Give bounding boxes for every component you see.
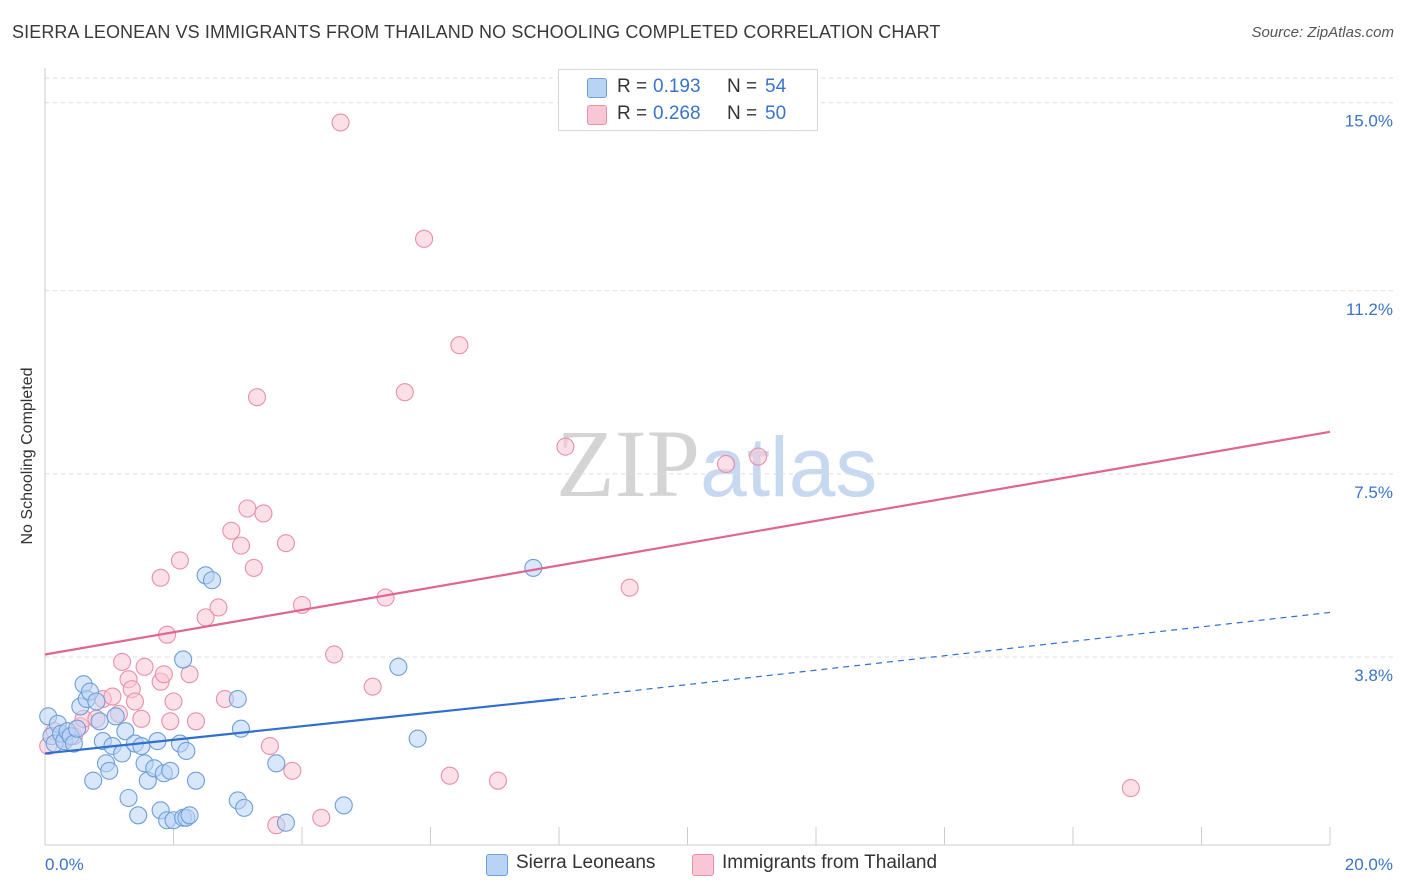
point-thailand [151,568,170,587]
point-sierra-leonean [228,689,247,709]
point-thailand [260,736,279,756]
source-label: Source: ZipAtlas.com [1251,24,1394,41]
y-tick-label: 15.0% [1345,112,1393,131]
point-thailand [247,388,267,407]
legend-row-sierra-leoneans: R = 0.193 N = 54 [559,73,817,100]
legend-r-value: 0.193 [653,76,701,97]
point-sierra-leonean [100,761,119,780]
point-sierra-leonean [174,650,193,669]
bottom-legend-label: Sierra Leoneans [516,852,656,873]
point-sierra-leonean [235,798,254,817]
y-tick-label: 11.2% [1346,300,1393,319]
point-sierra-leonean [87,692,106,711]
legend-n-label: N = [727,76,758,97]
trend-line-sierra-leoneans [44,697,560,755]
point-thailand [132,709,151,728]
bottom-legend-swatch-blue [486,854,508,876]
correlation-legend: R = 0.193 N = 54 R = 0.268 N = 50 [558,69,818,131]
legend-swatch-pink [587,105,607,125]
point-thailand [113,652,132,671]
point-sierra-leonean [84,771,103,790]
legend-swatch-blue [587,78,607,98]
point-sierra-leonean [389,657,408,676]
point-sierra-leonean [186,771,206,790]
bottom-legend-swatch-pink [692,854,714,876]
point-sierra-leonean [177,741,196,761]
point-sierra-leonean [408,729,427,748]
point-thailand [231,536,251,555]
trend-line-thailand [44,430,1331,656]
point-thailand [161,712,180,731]
point-thailand [154,665,173,684]
point-sierra-leonean [180,806,199,825]
watermark-zip: ZIP [556,410,700,517]
point-thailand [276,534,295,553]
point-thailand [716,454,736,474]
point-thailand [254,504,273,523]
point-sierra-leonean [68,719,87,738]
y-tick-label: 3.8% [1354,666,1393,685]
point-thailand [331,113,350,132]
point-sierra-leonean [116,722,135,741]
legend-n-label: N = [727,103,758,124]
point-thailand [450,336,469,355]
point-sierra-leonean [132,736,151,756]
point-sierra-leonean [203,571,222,590]
legend-n-value: 54 [765,76,787,97]
point-thailand [103,687,122,706]
point-thailand [125,692,144,711]
point-sierra-leonean [161,761,180,780]
point-sierra-leonean [119,788,138,808]
legend-n-value: 50 [765,103,787,124]
point-thailand [488,771,508,790]
point-sierra-leonean [334,796,353,815]
point-sierra-leonean [106,707,125,726]
point-thailand [312,808,331,827]
legend-row-thailand: R = 0.268 N = 50 [559,100,817,127]
point-thailand [244,558,263,577]
point-thailand [222,521,241,540]
point-thailand [620,578,639,597]
point-thailand [164,692,183,711]
x-tick-label: 20.0% [1345,855,1393,874]
point-thailand [209,598,228,617]
point-thailand [363,677,382,696]
point-thailand [1121,779,1140,798]
bottom-legend-label: Immigrants from Thailand [722,852,938,873]
point-sierra-leonean [231,719,251,738]
point-thailand [186,712,206,731]
point-thailand [556,437,575,456]
point-thailand [415,229,434,248]
point-sierra-leonean [129,806,148,825]
point-sierra-leonean [276,813,295,832]
y-axis-title: No Schooling Completed [19,367,36,545]
point-thailand [325,645,344,664]
point-sierra-leonean [267,754,286,773]
point-thailand [283,761,302,780]
chart-title: SIERRA LEONEAN VS IMMIGRANTS FROM THAILA… [12,22,941,42]
x-tick-label: 0.0% [45,855,84,874]
point-thailand [135,657,154,676]
point-thailand [395,383,414,402]
legend-r-value: 0.268 [653,103,701,124]
point-sierra-leonean [90,712,109,731]
legend-r-label: R = [617,103,648,124]
point-thailand [749,447,768,466]
legend-r-label: R = [617,76,648,97]
trend-line-sierra-leoneans-extension [558,611,1331,700]
point-thailand [238,499,257,518]
watermark: ZIPatlas [556,408,877,519]
point-thailand [440,766,459,785]
y-tick-label: 7.5% [1354,483,1393,502]
point-thailand [170,551,189,570]
